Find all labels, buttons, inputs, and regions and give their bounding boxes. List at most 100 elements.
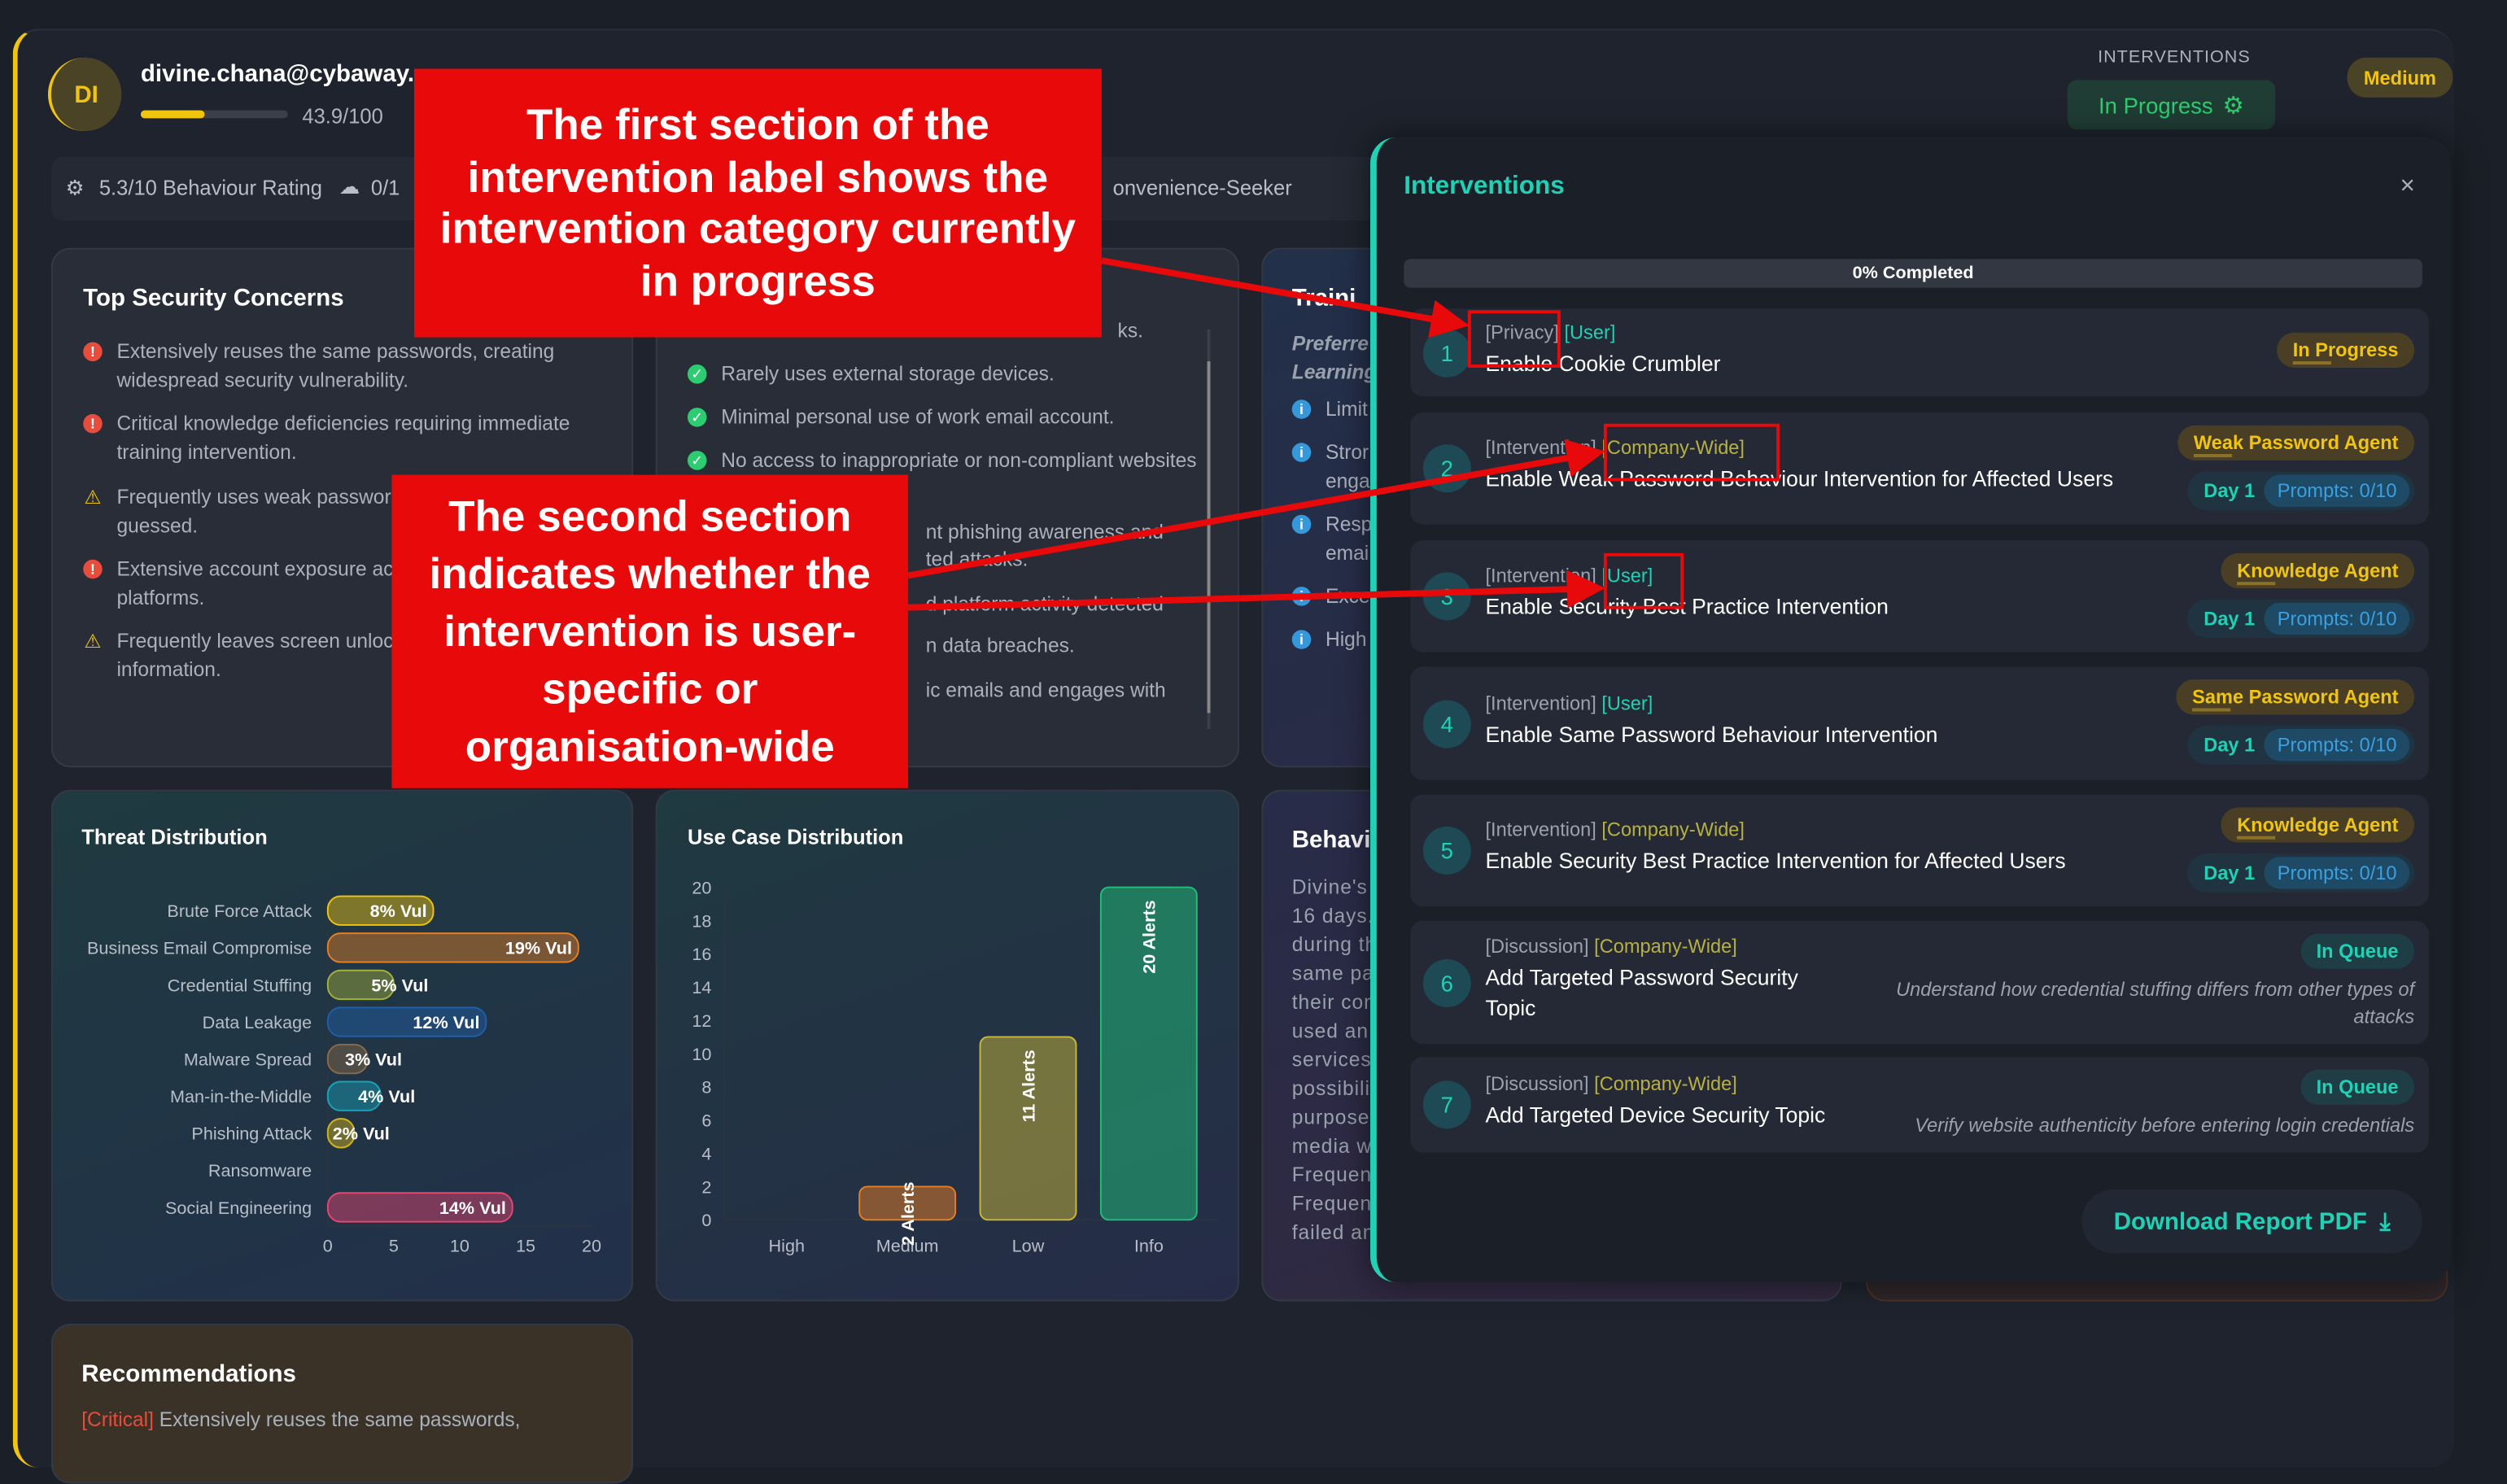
bar-label: 4% Vul <box>358 1086 415 1106</box>
avatar: DI <box>47 57 122 132</box>
intervention-item[interactable]: 4 [Intervention] [User] Enable Same Passwo… <box>1410 666 2429 780</box>
download-icon: ⤓ <box>2379 1207 2391 1235</box>
x-tick: 15 <box>516 1236 535 1256</box>
card-title: Behavi <box>1291 826 1371 854</box>
category-label: Data Leakage <box>203 1012 312 1032</box>
training-item: Limit <box>1325 398 1368 421</box>
threat-bar[interactable] <box>326 969 395 1001</box>
intervention-label: [Privacy] [User] <box>1485 321 1615 343</box>
y-tick: 10 <box>692 1044 711 1064</box>
scope-tag: [User] <box>1601 691 1653 714</box>
day-prompts-group: Day 1 Prompts: 0/10 <box>2187 726 2415 765</box>
threat-bar[interactable] <box>326 1006 487 1037</box>
training-item: Stror enga <box>1325 441 1370 493</box>
annotation-arrows <box>907 257 1605 611</box>
check-icon: ✓ <box>687 451 707 470</box>
cloud-icon: ☁ <box>338 174 360 199</box>
risk-badge: Medium <box>2347 57 2453 98</box>
intervention-item[interactable]: 5 [Intervention] [Company-Wide] Enable Sec… <box>1410 794 2429 907</box>
intervention-label: [Intervention] [Company-Wide] <box>1485 818 1745 841</box>
stat-second: 0/1 <box>370 176 400 200</box>
day-prompts-group: Day 1 Prompts: 0/10 <box>2187 599 2415 639</box>
bar-label: 2% Vul <box>333 1124 390 1144</box>
bar-label: 14% Vul <box>439 1198 506 1218</box>
completion-progress: 0% Completed <box>1404 259 2422 288</box>
behaviour-line: same pas <box>1291 962 1386 985</box>
concern-item: Critical knowledge deficiencies requirin… <box>116 412 570 464</box>
intervention-note: Verify website authenticity before enter… <box>1915 1114 2415 1137</box>
intervention-title: Enable Cookie Crumbler <box>1485 351 1721 375</box>
intervention-item[interactable]: 2 [Intervention] [Company-Wide] Enable Wea… <box>1410 412 2429 525</box>
recommendation-level: [Critical] <box>81 1408 154 1431</box>
behaviour-line: 16 days. <box>1291 905 1374 928</box>
behaviour-line: failed an <box>1291 1221 1375 1244</box>
intervention-title: Enable Same Password Behaviour Intervent… <box>1485 722 1938 746</box>
y-tick: 0 <box>701 1210 711 1230</box>
category-tag: [Discussion] <box>1485 1072 1589 1096</box>
concern-item: Extensive account exposure acr platforms. <box>116 557 400 609</box>
intervention-item[interactable]: 6 [Discussion] [Company-Wide] Add Targeted… <box>1410 920 2429 1045</box>
status-badge: In Queue <box>2300 1069 2415 1105</box>
use-case-bar[interactable] <box>858 1185 957 1221</box>
intervention-label: [Intervention] [User] <box>1485 692 1653 714</box>
category-label: High <box>769 1236 805 1256</box>
threat-bar[interactable] <box>326 1043 369 1075</box>
brain-icon: ⚙ <box>65 176 85 200</box>
scope-tag: [Company-Wide] <box>1601 818 1745 841</box>
scrollbar-thumb[interactable] <box>1207 361 1211 714</box>
download-label: Download Report PDF <box>2113 1207 2367 1235</box>
behaviour-line: used an <box>1291 1019 1369 1043</box>
behaviour-line: purposes <box>1291 1106 1381 1129</box>
status-badge: In Progress <box>2277 331 2415 367</box>
user-email: divine.chana@cybaway. <box>140 60 415 89</box>
status-label: In Progress <box>2099 91 2213 118</box>
interventions-status-button[interactable]: In Progress ⚙ <box>2067 80 2276 130</box>
arrow-second-b <box>908 570 1605 611</box>
category-label: Malware Spread <box>184 1049 312 1069</box>
step-number: 2 <box>1422 444 1471 493</box>
category-tag: [Privacy] <box>1485 320 1559 343</box>
strength-item: Rarely uses external storage devices. <box>721 363 1055 386</box>
behaviour-summary: Divine's 16 days. during th same pas their c… <box>1292 873 1385 1247</box>
use-case-bar[interactable] <box>979 1036 1077 1221</box>
category-label: Business Email Compromise <box>87 938 312 958</box>
intervention-item[interactable]: 1 [Privacy] [User] Enable Cookie Crumbler I… <box>1410 308 2429 397</box>
training-item: Resp emai <box>1325 513 1373 565</box>
behaviour-line: their con <box>1291 991 1376 1014</box>
step-number: 6 <box>1422 958 1471 1006</box>
close-button[interactable]: × <box>2400 172 2415 200</box>
threat-bar[interactable] <box>326 895 435 926</box>
day-prompts-group: Day 1 Prompts: 0/10 <box>2187 471 2415 510</box>
info-icon: i <box>1291 399 1312 419</box>
download-report-button[interactable]: Download Report PDF ⤓ <box>2081 1189 2422 1254</box>
chart-title: Use Case Distribution <box>687 824 904 849</box>
category-label: Phishing Attack <box>191 1124 312 1144</box>
threat-bar[interactable] <box>326 1080 382 1111</box>
scope-tag: [Company-Wide] <box>1601 436 1745 459</box>
scrollbar[interactable] <box>1207 329 1211 730</box>
intervention-title: Add Targeted Device Security Topic <box>1485 1102 1826 1128</box>
threat-bar[interactable] <box>326 1118 356 1149</box>
progress-text: 0% Completed <box>1852 264 1974 283</box>
bar-label: 12% Vul <box>413 1012 479 1032</box>
scope-tag: [User] <box>1601 564 1653 587</box>
category-label: Brute Force Attack <box>167 901 312 921</box>
critical-icon: ! <box>83 342 103 362</box>
category-label: Social Engineering <box>165 1198 312 1218</box>
arrow-second-a <box>907 439 1605 579</box>
threat-bar[interactable] <box>326 1192 513 1223</box>
threat-bar[interactable] <box>326 932 579 963</box>
intervention-item[interactable]: 7 [Discussion] [Company-Wide] Add Targeted… <box>1410 1056 2429 1153</box>
strength-fragment: n data breaches. <box>925 635 1075 657</box>
score-bar <box>140 110 288 119</box>
y-tick: 8 <box>701 1077 711 1098</box>
bar-label: 19% Vul <box>505 938 572 958</box>
status-badge: In Queue <box>2300 933 2415 969</box>
use-case-bar[interactable] <box>1099 886 1198 1221</box>
day-label: Day 1 <box>2203 607 2256 631</box>
step-number: 7 <box>1422 1080 1471 1129</box>
arrow-first <box>1101 257 1470 338</box>
check-icon: ✓ <box>687 364 707 384</box>
use-case-distribution-card: Use Case Distribution 0 2 4 6 8 10 12 14 16 18 20 H… <box>655 789 1239 1302</box>
highlight-category <box>1467 310 1561 368</box>
